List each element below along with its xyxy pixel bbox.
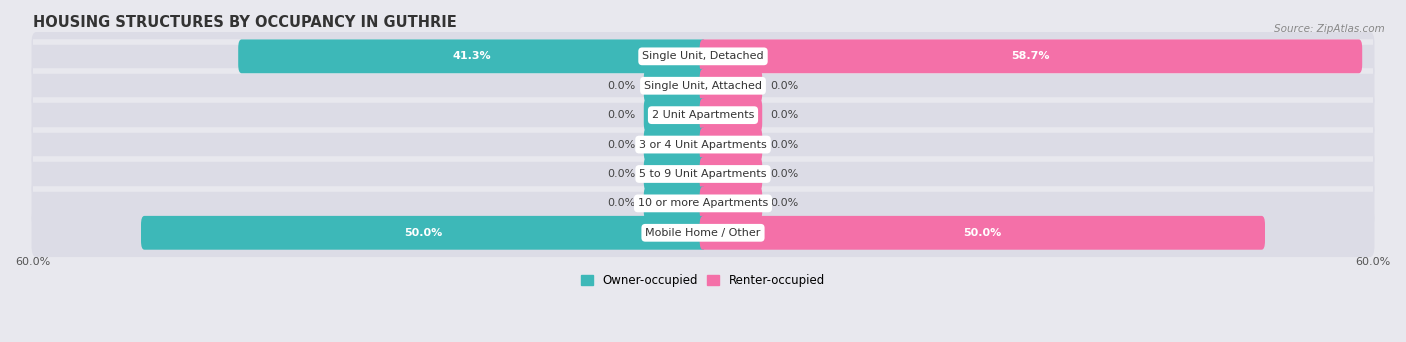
FancyBboxPatch shape	[700, 186, 762, 220]
Text: 50.0%: 50.0%	[963, 228, 1001, 238]
Text: 0.0%: 0.0%	[770, 198, 799, 208]
FancyBboxPatch shape	[700, 157, 762, 191]
Text: Single Unit, Detached: Single Unit, Detached	[643, 51, 763, 61]
FancyBboxPatch shape	[644, 157, 706, 191]
FancyBboxPatch shape	[700, 128, 762, 161]
Text: 5 to 9 Unit Apartments: 5 to 9 Unit Apartments	[640, 169, 766, 179]
Text: 50.0%: 50.0%	[405, 228, 443, 238]
FancyBboxPatch shape	[31, 150, 1375, 198]
FancyBboxPatch shape	[31, 120, 1375, 169]
Text: 0.0%: 0.0%	[770, 169, 799, 179]
Text: Mobile Home / Other: Mobile Home / Other	[645, 228, 761, 238]
Text: 10 or more Apartments: 10 or more Apartments	[638, 198, 768, 208]
FancyBboxPatch shape	[700, 39, 1362, 73]
FancyBboxPatch shape	[644, 69, 706, 103]
Legend: Owner-occupied, Renter-occupied: Owner-occupied, Renter-occupied	[576, 269, 830, 292]
Text: 0.0%: 0.0%	[770, 110, 799, 120]
Text: 0.0%: 0.0%	[607, 169, 636, 179]
Text: 0.0%: 0.0%	[607, 110, 636, 120]
FancyBboxPatch shape	[644, 98, 706, 132]
FancyBboxPatch shape	[31, 62, 1375, 110]
FancyBboxPatch shape	[700, 98, 762, 132]
Text: Source: ZipAtlas.com: Source: ZipAtlas.com	[1274, 24, 1385, 34]
FancyBboxPatch shape	[644, 186, 706, 220]
FancyBboxPatch shape	[31, 209, 1375, 257]
FancyBboxPatch shape	[141, 216, 706, 250]
FancyBboxPatch shape	[31, 179, 1375, 228]
Text: 0.0%: 0.0%	[607, 198, 636, 208]
FancyBboxPatch shape	[700, 216, 1265, 250]
Text: 58.7%: 58.7%	[1012, 51, 1050, 61]
FancyBboxPatch shape	[644, 128, 706, 161]
Text: HOUSING STRUCTURES BY OCCUPANCY IN GUTHRIE: HOUSING STRUCTURES BY OCCUPANCY IN GUTHR…	[32, 15, 457, 30]
FancyBboxPatch shape	[700, 69, 762, 103]
Text: Single Unit, Attached: Single Unit, Attached	[644, 81, 762, 91]
FancyBboxPatch shape	[31, 32, 1375, 81]
Text: 0.0%: 0.0%	[607, 81, 636, 91]
FancyBboxPatch shape	[31, 91, 1375, 140]
Text: 0.0%: 0.0%	[770, 81, 799, 91]
Text: 0.0%: 0.0%	[770, 140, 799, 149]
Text: 3 or 4 Unit Apartments: 3 or 4 Unit Apartments	[640, 140, 766, 149]
Text: 41.3%: 41.3%	[453, 51, 492, 61]
Text: 2 Unit Apartments: 2 Unit Apartments	[652, 110, 754, 120]
Text: 0.0%: 0.0%	[607, 140, 636, 149]
FancyBboxPatch shape	[238, 39, 706, 73]
